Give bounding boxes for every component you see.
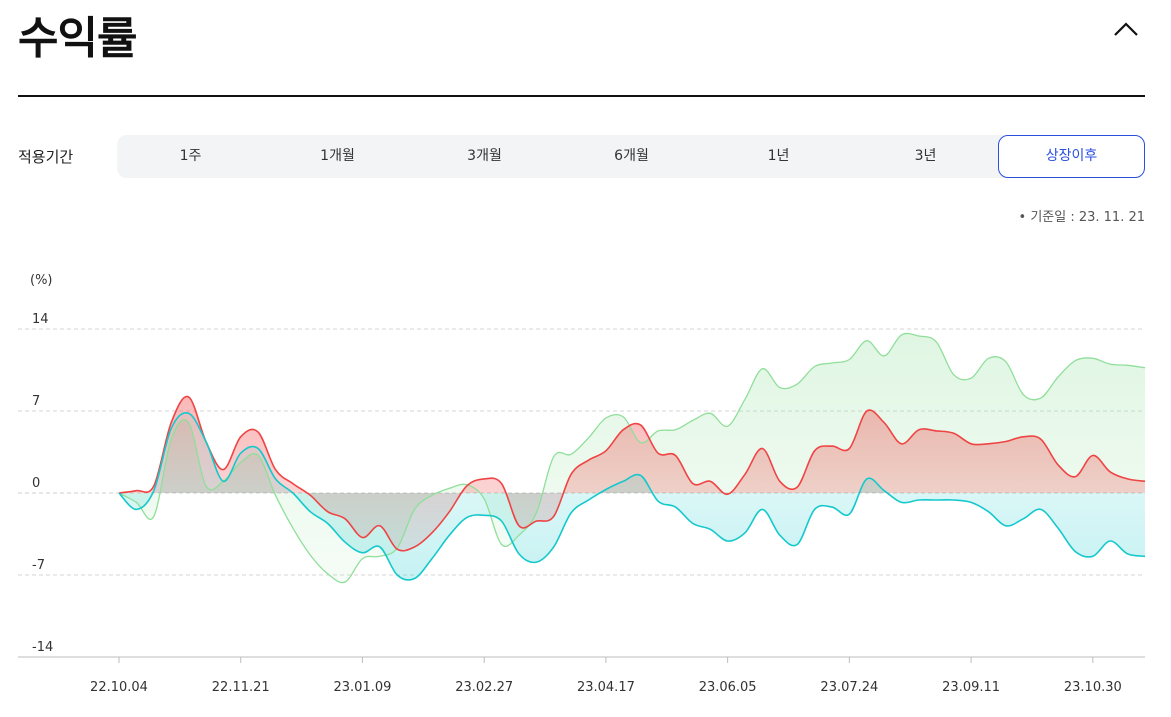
x-tick-label: 23.01.09 <box>334 680 392 695</box>
basis-date: • 기준일 : 23. 11. 21 <box>1018 210 1145 225</box>
cyan-series-line <box>118 412 1146 581</box>
y-unit-label: (%) <box>30 273 53 288</box>
x-tick-label: 23.04.17 <box>577 680 635 695</box>
y-tick-label: -14 <box>32 640 53 655</box>
red-series-line <box>118 395 1146 552</box>
tab-6m[interactable]: 6개월 <box>614 148 649 164</box>
x-tick-label: 22.10.04 <box>90 680 148 695</box>
tab-1y[interactable]: 1년 <box>767 148 790 164</box>
tab-3m[interactable]: 3개월 <box>467 148 502 164</box>
page-title: 수익률 <box>18 13 137 64</box>
tab-since-listing[interactable]: 상장이후 <box>998 135 1145 178</box>
y-tick-label: 0 <box>32 476 40 491</box>
y-tick-label: 7 <box>32 394 40 409</box>
tab-1w[interactable]: 1주 <box>179 148 202 164</box>
period-label: 적용기간 <box>18 148 74 166</box>
x-tick-label: 23.02.27 <box>455 680 513 695</box>
x-tick-label: 23.10.30 <box>1064 680 1122 695</box>
x-tick-label: 23.06.05 <box>699 680 757 695</box>
chevron-up-icon[interactable] <box>1110 14 1142 46</box>
x-tick-label: 22.11.21 <box>212 680 270 695</box>
y-tick-label: 14 <box>32 312 49 327</box>
x-tick-label: 23.07.24 <box>820 680 878 695</box>
tab-1m[interactable]: 1개월 <box>320 148 355 164</box>
header-divider <box>18 95 1145 97</box>
x-tick-label: 23.09.11 <box>942 680 1000 695</box>
period-selector: 1주 1개월 3개월 6개월 1년 3년 상장이후 <box>117 135 1145 178</box>
y-tick-label: -7 <box>32 558 45 573</box>
cyan-series-area <box>119 412 1145 580</box>
tab-3y[interactable]: 3년 <box>914 148 937 164</box>
